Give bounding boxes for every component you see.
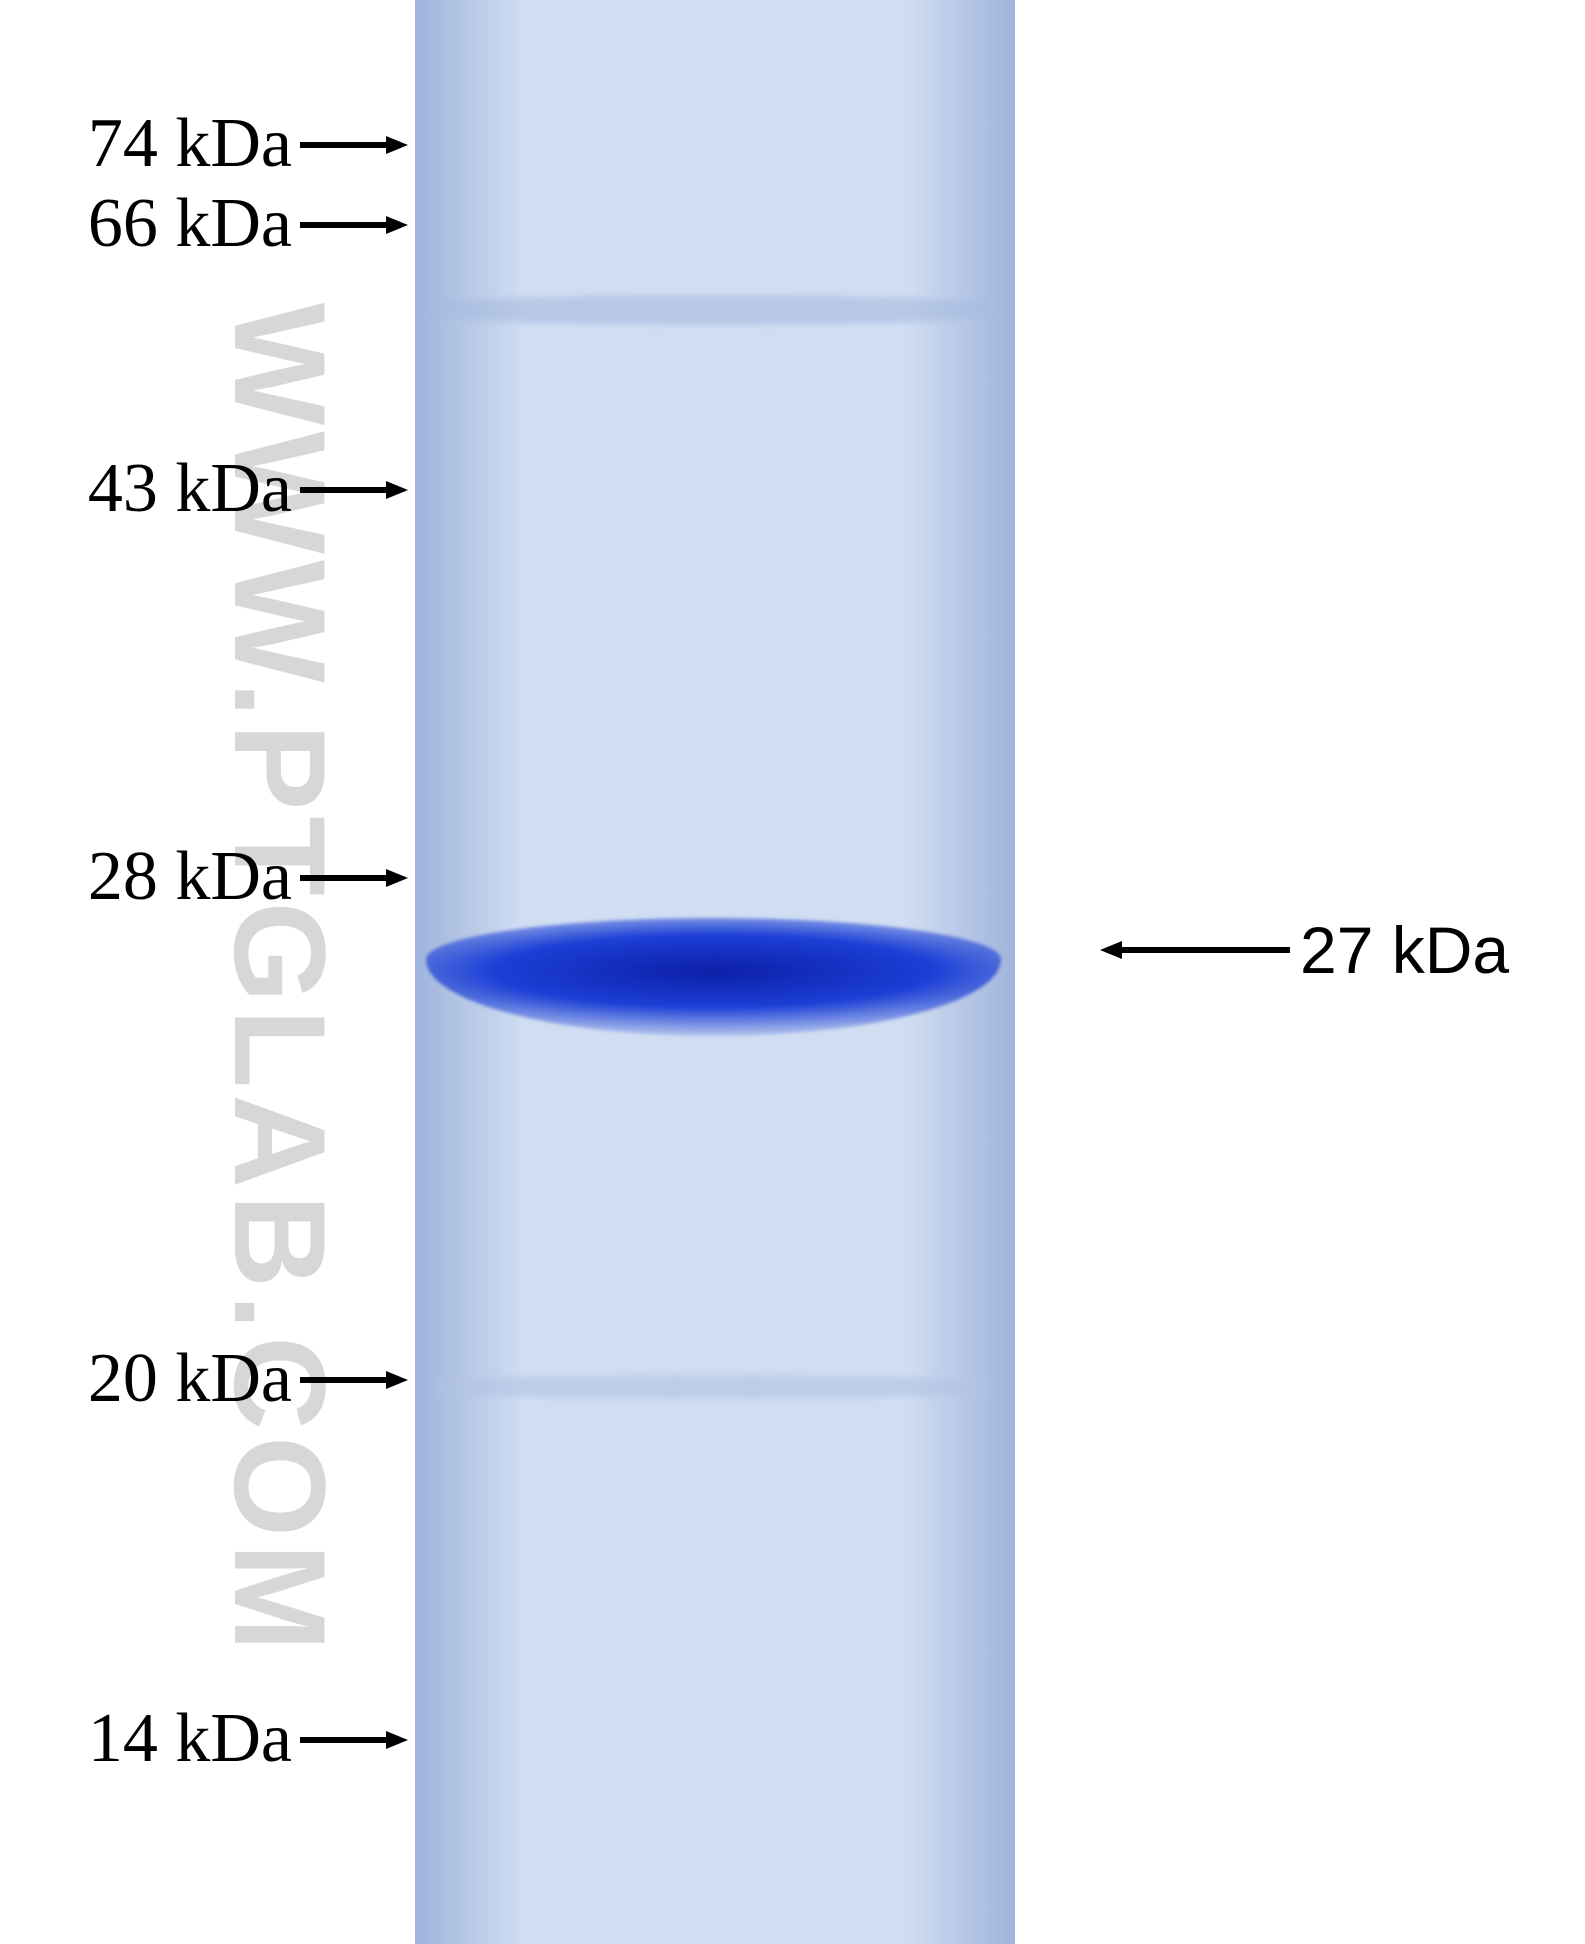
marker-label: 43 kDa [40, 449, 292, 529]
faint-band [435, 1375, 990, 1399]
faint-band [435, 295, 990, 325]
marker-label: 20 kDa [40, 1339, 292, 1419]
sample-label: 27 kDa [1300, 912, 1509, 988]
marker-label: 74 kDa [40, 104, 292, 184]
marker-label: 14 kDa [40, 1699, 292, 1779]
marker-label: 66 kDa [40, 184, 292, 264]
marker-label: 28 kDa [40, 837, 292, 917]
